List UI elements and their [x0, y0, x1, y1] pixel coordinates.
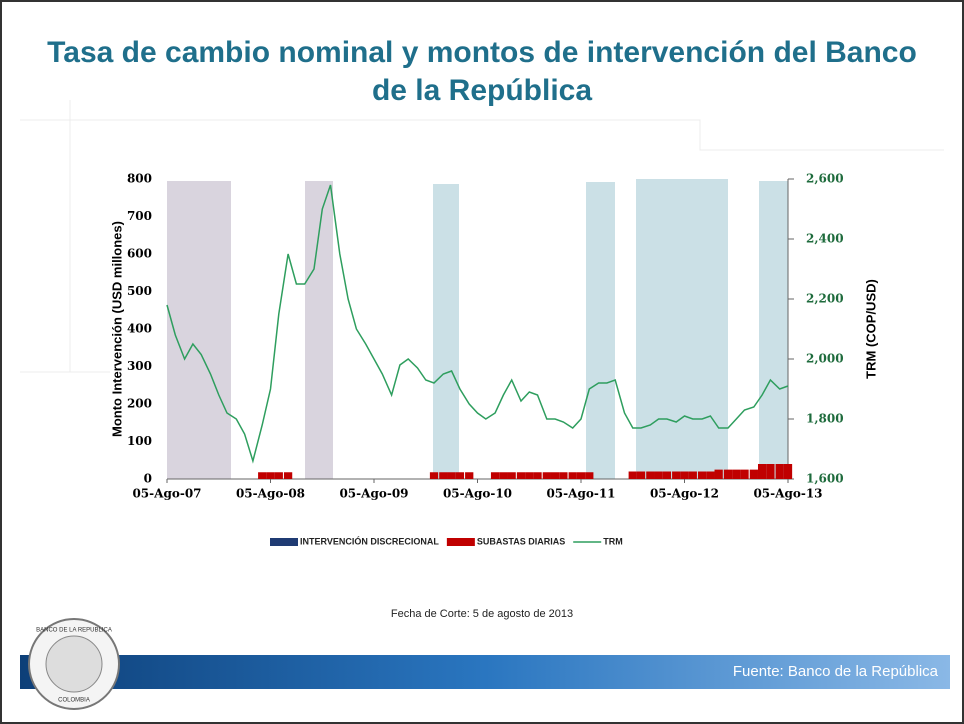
bar — [499, 472, 508, 479]
bar — [628, 471, 637, 479]
bar — [714, 469, 723, 479]
bar — [266, 472, 275, 479]
y2-tick-label: 2,600 — [806, 172, 844, 186]
y-tick-label: 700 — [127, 209, 152, 223]
bar — [697, 471, 707, 479]
bar — [740, 469, 749, 479]
bar — [672, 471, 681, 479]
y-tick-label: 600 — [127, 247, 152, 261]
bar — [465, 472, 474, 479]
bar — [490, 472, 500, 479]
legend-label: TRM — [603, 536, 623, 546]
footer-text: Fuente: Banco de la República — [733, 663, 939, 680]
legend-label: SUBASTAS DIARIAS — [477, 536, 565, 546]
bar — [783, 464, 793, 479]
bar — [766, 464, 775, 479]
bar — [706, 471, 715, 479]
y2-tick-label: 1,800 — [806, 412, 844, 426]
y-tick-label: 100 — [127, 434, 152, 448]
y-tick-label: 800 — [127, 172, 152, 186]
bar — [646, 471, 655, 479]
bar — [732, 469, 741, 479]
bar — [576, 472, 586, 479]
bar — [749, 469, 758, 479]
bar — [757, 464, 767, 479]
bar — [636, 471, 646, 479]
x-tick-label: 05-Ago-08 — [236, 487, 305, 501]
y2-axis-label: TRM (COP/USD) — [863, 279, 878, 379]
bar — [439, 472, 448, 479]
bar — [283, 472, 293, 479]
bar — [723, 469, 733, 479]
y-tick-label: 400 — [127, 322, 152, 336]
x-tick-label: 05-Ago-10 — [443, 487, 512, 501]
bar — [585, 472, 594, 479]
legend-swatch — [446, 538, 475, 546]
bar — [559, 472, 568, 479]
bar — [542, 472, 551, 479]
bar — [429, 472, 439, 479]
bar — [516, 472, 526, 479]
y2-tick-label: 2,000 — [806, 352, 844, 366]
x-tick-label: 05-Ago-07 — [132, 487, 201, 501]
legend-label: INTERVENCIÓN DISCRECIONAL — [300, 535, 439, 546]
title: Tasa de cambio nominal y montos de inter… — [47, 36, 917, 107]
background-lines — [20, 100, 944, 373]
shaded-periods — [167, 179, 788, 479]
bar — [455, 472, 465, 479]
bar — [447, 472, 456, 479]
bar — [525, 472, 534, 479]
y-tick-label: 200 — [127, 397, 152, 411]
y-tick-label: 500 — [127, 284, 152, 298]
x-tick-label: 05-Ago-12 — [650, 487, 719, 501]
bar — [662, 471, 672, 479]
legend-swatch — [270, 538, 298, 546]
note: Fecha de Corte: 5 de agosto de 2013 — [391, 608, 573, 620]
logo-top: BANCO DE LA REPUBLICA — [36, 628, 112, 634]
bar — [654, 471, 663, 479]
bar — [507, 472, 516, 479]
logo-bottom: COLOMBIA — [58, 698, 90, 704]
y-tick-label: 300 — [127, 359, 152, 373]
bar — [550, 472, 560, 479]
bar — [680, 471, 689, 479]
bar — [274, 472, 283, 479]
y2-tick-label: 1,600 — [806, 472, 844, 486]
bar — [568, 472, 577, 479]
y2-tick-label: 2,200 — [806, 292, 844, 306]
x-tick-label: 05-Ago-11 — [546, 487, 615, 501]
line — [166, 184, 789, 464]
y2-tick-label: 2,400 — [806, 232, 844, 246]
bar — [688, 471, 697, 479]
logo: BANCO DE LA REPUBLICA COLOMBIA — [28, 618, 120, 710]
bar — [775, 464, 784, 479]
bar — [533, 472, 542, 479]
x-tick-label: 05-Ago-09 — [339, 487, 408, 501]
bar — [258, 472, 267, 479]
y-tick-label: 0 — [144, 472, 152, 486]
x-tick-label: 05-Ago-13 — [753, 487, 822, 501]
footer-bar — [20, 655, 950, 689]
y-axis-label: Monto Intervención (USD millones) — [109, 221, 124, 437]
